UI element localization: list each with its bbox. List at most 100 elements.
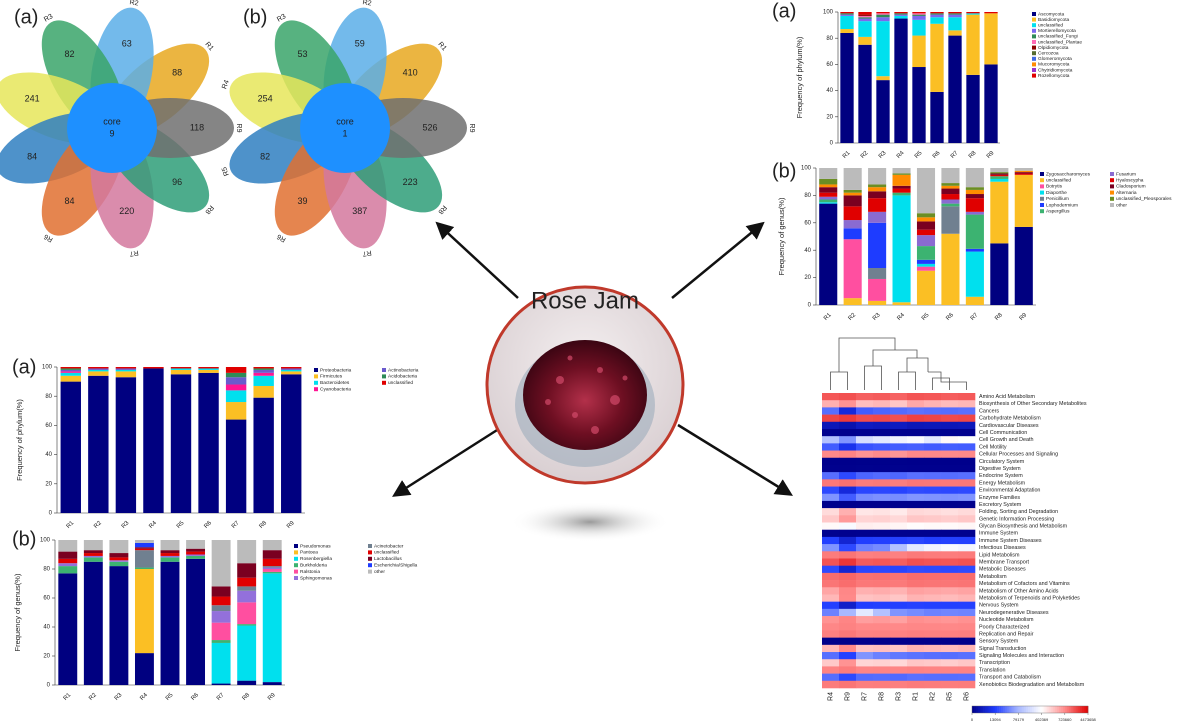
legend-swatch <box>1032 23 1036 28</box>
x-tick-label: R8 <box>968 150 978 160</box>
colorbar-slice <box>1074 706 1077 713</box>
arrow <box>392 423 506 497</box>
colorbar-slice <box>1049 706 1052 713</box>
arrows <box>392 221 793 497</box>
heatmap-cell <box>924 450 942 459</box>
heatmap-cell <box>907 544 925 552</box>
venn-set-label: R3 <box>43 13 54 24</box>
legend-label: unclassified_Pleosporales <box>1116 196 1172 202</box>
heatmap-cell <box>958 536 976 545</box>
legend-swatch <box>294 576 298 580</box>
bar-segment <box>966 74 980 143</box>
bar-segment <box>965 296 984 305</box>
legend-swatch <box>1032 62 1036 67</box>
shadow <box>510 502 670 542</box>
bar-segment <box>868 268 887 279</box>
bar-segment <box>819 184 838 188</box>
heatmap-cell <box>924 479 942 487</box>
bar-segment <box>819 187 838 193</box>
row-label: Cell Motility <box>979 444 1007 450</box>
heatmap-cell <box>941 608 959 617</box>
heatmap-cell <box>941 594 959 602</box>
bar-segment <box>990 168 1009 173</box>
bar-segment <box>1014 226 1033 305</box>
heatmap-cell <box>941 616 959 624</box>
heatmap-cell <box>890 428 908 437</box>
bar-segment <box>868 198 887 212</box>
bar-segment <box>941 206 960 234</box>
colorbar-slice <box>1026 706 1029 713</box>
x-tick-label: R4 <box>148 520 158 530</box>
bar-segment <box>109 557 129 561</box>
heatmap-cell <box>941 673 959 682</box>
heatmap-cell <box>924 536 942 545</box>
bar-segment <box>966 14 980 75</box>
bar-segment <box>876 21 890 77</box>
colorbar-slice <box>1053 706 1056 713</box>
bar-segment <box>876 17 890 22</box>
heatmap-cell <box>856 400 874 408</box>
bar-segment <box>894 14 908 16</box>
y-tick-label: 60 <box>43 596 50 602</box>
bar-segment <box>88 369 109 372</box>
row-label: Cell Growth and Death <box>979 437 1034 443</box>
heatmap-cell <box>924 414 942 423</box>
heatmap-cell <box>839 436 857 444</box>
colorbar-slice <box>1066 706 1069 713</box>
heatmap-cell <box>856 652 874 660</box>
heatmap-cell <box>924 608 942 617</box>
colorbar-slice <box>977 706 981 713</box>
legend-label: other <box>374 569 385 575</box>
column-label: R4 <box>827 692 834 701</box>
bar-segment <box>965 211 984 215</box>
heatmap-cell <box>941 393 959 401</box>
bar-segment <box>912 15 926 20</box>
y-tick-label: 20 <box>43 654 50 660</box>
heatmap-cell <box>958 500 976 509</box>
bar-segment <box>83 550 103 554</box>
bar-segment <box>868 211 887 223</box>
bar-segment <box>262 558 282 567</box>
bar-segment <box>109 553 129 558</box>
heatmap-cell <box>924 522 942 531</box>
colorbar-slice <box>997 706 1000 713</box>
colorbar-slice <box>985 706 988 713</box>
heatmap-cell <box>890 616 908 624</box>
legend-label: Burkholderia <box>300 562 327 568</box>
venn-core <box>300 83 390 173</box>
heatmap-cell <box>873 400 891 408</box>
heatmap-cell <box>907 486 925 495</box>
x-tick-label: R1 <box>66 520 76 530</box>
bar-segment <box>1014 170 1033 173</box>
bar-segment <box>58 563 78 567</box>
bar-segment <box>88 368 109 370</box>
legend-label: Diaporthe <box>1046 190 1067 196</box>
row-label: Metabolism of Terpenoids and Polyketides <box>979 595 1080 601</box>
heatmap-cell <box>873 529 891 538</box>
colorbar-slice <box>1010 706 1013 713</box>
bar-segment <box>60 381 81 513</box>
heatmap-cell <box>907 580 925 588</box>
bar-segment <box>941 183 960 186</box>
y-tick-label: 60 <box>826 62 833 68</box>
colorbar-slice <box>1043 706 1046 713</box>
bar-segment <box>868 278 887 301</box>
heatmap-cell <box>822 443 840 451</box>
legend-swatch <box>314 387 318 392</box>
x-tick-label: R3 <box>872 312 882 322</box>
heatmap-cell <box>924 515 942 523</box>
bar-segment <box>965 187 984 190</box>
heatmap-cell <box>822 414 840 423</box>
heatmap-cell <box>890 393 908 401</box>
bar-segment <box>160 540 180 551</box>
bar-segment <box>858 17 872 19</box>
bar-segment <box>211 605 231 612</box>
heatmap-cell <box>856 644 874 653</box>
legend-swatch <box>1032 12 1036 16</box>
venn-count: 220 <box>119 206 134 216</box>
y-tick-label: 20 <box>804 275 811 281</box>
heatmap-cell <box>822 486 840 495</box>
bar-segment <box>225 372 247 378</box>
heatmap-cell <box>958 479 976 487</box>
bar-segment <box>253 397 274 513</box>
